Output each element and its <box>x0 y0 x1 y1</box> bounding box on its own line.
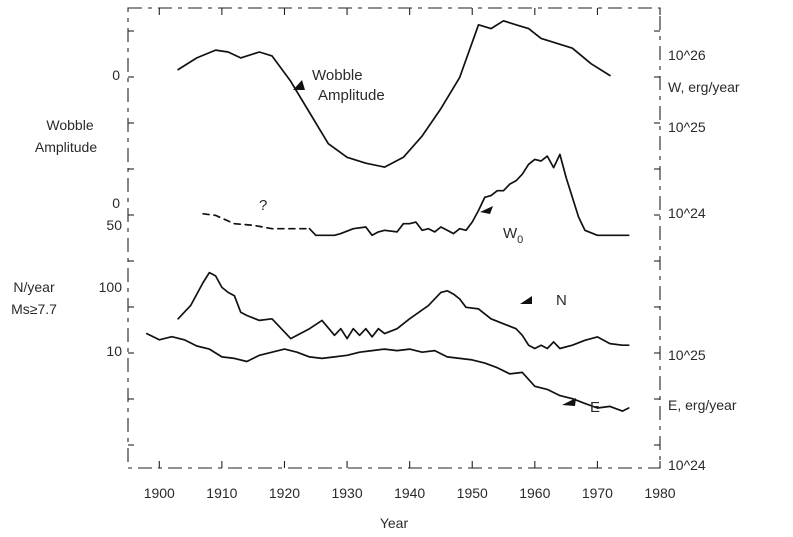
left-tick-wobble-zero: 0 <box>112 195 120 211</box>
right-tick-w-1e24: 10^24 <box>668 205 706 221</box>
x-tick-label-1950: 1950 <box>457 485 488 501</box>
plot-frame <box>127 7 661 469</box>
left-tick-n-50: 50 <box>106 217 122 233</box>
right-tick-w-1e26: 10^26 <box>668 47 706 63</box>
right-tick-e-1e25: 10^25 <box>668 347 706 363</box>
series-label-wo-main: W <box>503 225 518 242</box>
series-label-wobble-line2: Amplitude <box>318 87 385 104</box>
left-tick-n-10: 10 <box>106 343 122 359</box>
right-tick-e-1e24: 10^24 <box>668 457 706 473</box>
x-tick-label-1970: 1970 <box>582 485 613 501</box>
right-axis-title-w: W, erg/year <box>668 79 740 95</box>
x-tick-label-1930: 1930 <box>331 485 362 501</box>
arrow-wobble <box>293 80 305 90</box>
right-axis-title-e: E, erg/year <box>668 397 737 413</box>
series-label-wo-sub: 0 <box>517 234 523 246</box>
axis-ticks <box>128 8 661 468</box>
x-tick-label-1900: 1900 <box>144 485 175 501</box>
series-line-wobble-amplitude <box>177 19 611 168</box>
series-layer <box>145 19 630 412</box>
series-line-n <box>177 271 630 350</box>
left-tick-n-100: 100 <box>99 279 123 295</box>
x-tick-label-1920: 1920 <box>269 485 300 501</box>
x-axis-title: Year <box>380 515 409 531</box>
uncertain-mark: ? <box>259 197 267 214</box>
series-line-e <box>145 332 630 412</box>
x-tick-label-1960: 1960 <box>519 485 550 501</box>
series-label-wo: W0 <box>503 225 523 246</box>
left-axis-title-n-line2: Ms≥7.7 <box>11 301 57 317</box>
left-axis-title-n-line1: N/year <box>13 279 55 295</box>
right-tick-w-1e25: 10^25 <box>668 119 706 135</box>
series-label-n: N <box>556 292 567 309</box>
x-tick-label-1940: 1940 <box>394 485 425 501</box>
x-tick-labels: 1900 1910 1920 1930 1940 1950 1960 1970 1980 <box>144 485 676 501</box>
arrow-wo <box>480 206 493 214</box>
arrow-n <box>520 296 532 304</box>
series-line-wo-dashed <box>202 212 311 230</box>
series-line-wo <box>308 153 630 237</box>
x-tick-label-1980: 1980 <box>644 485 675 501</box>
left-axis-title-wobble-line2: Amplitude <box>35 139 97 155</box>
arrow-e <box>562 398 576 406</box>
left-tick-wobble-top: 0 <box>112 67 120 83</box>
x-tick-label-1910: 1910 <box>206 485 237 501</box>
left-axis-title-wobble-line1: Wobble <box>46 117 93 133</box>
series-label-e: E <box>590 399 600 416</box>
series-label-wobble-line1: Wobble <box>312 67 363 84</box>
